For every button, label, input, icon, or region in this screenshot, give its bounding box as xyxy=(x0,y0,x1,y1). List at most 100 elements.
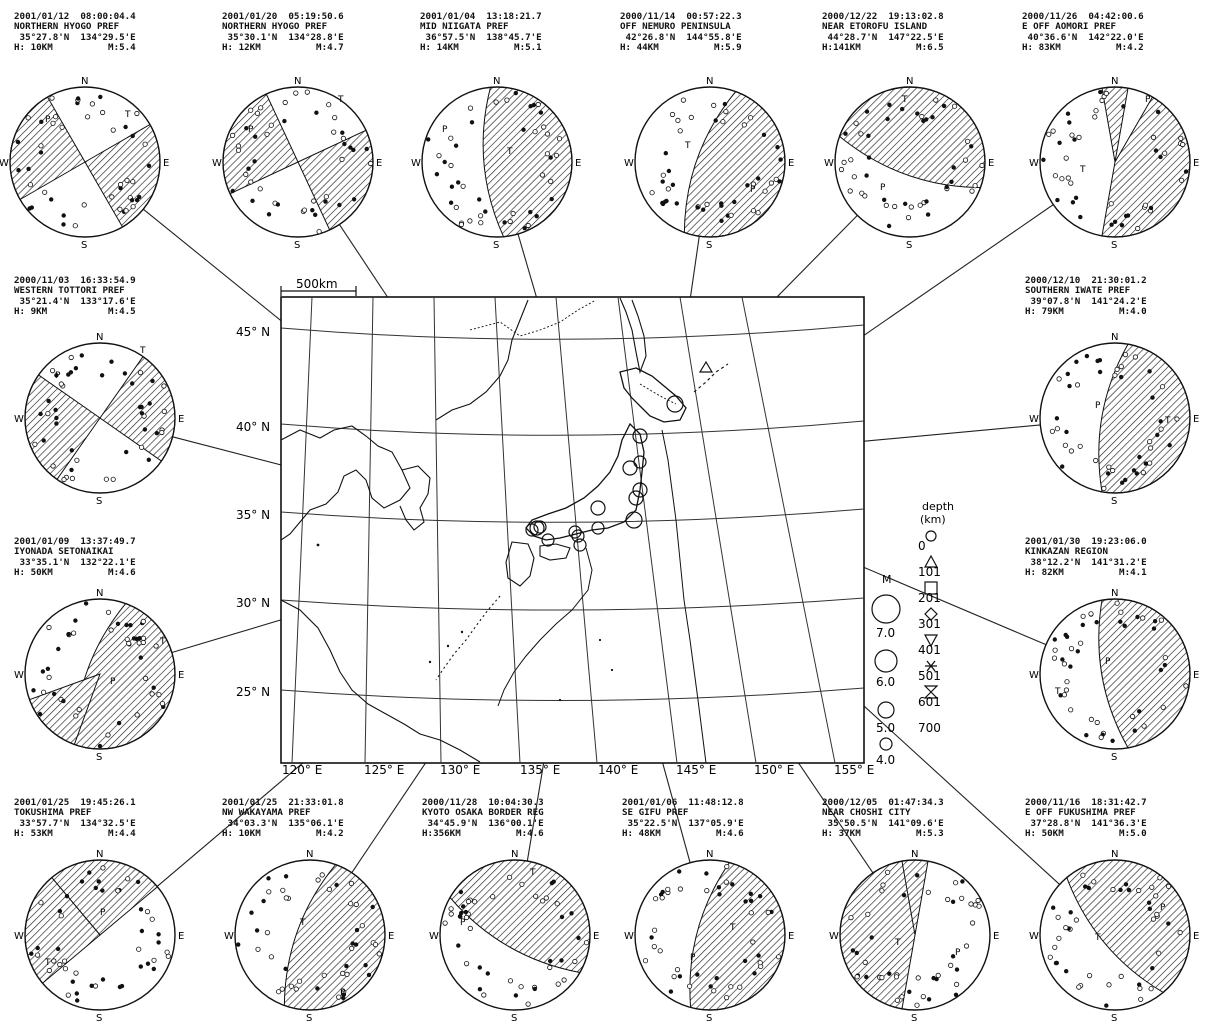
polarity-point xyxy=(53,407,58,413)
polarity-point xyxy=(775,954,782,960)
legend-depth-unit: (km) xyxy=(920,513,946,526)
north-label: N xyxy=(1111,332,1118,343)
event-coordinates: 35°27.8'N 134°29.5'E xyxy=(14,31,136,43)
west-label: W xyxy=(1029,931,1039,942)
polarity-point xyxy=(569,911,574,916)
event-time: 21:33:01.8 xyxy=(277,797,344,808)
epicenter-circle xyxy=(525,523,539,537)
event-time: 16:33:54.9 xyxy=(69,275,136,286)
polarity-point xyxy=(1052,637,1057,642)
polarity-point xyxy=(1136,887,1142,894)
polarity-point xyxy=(561,977,567,983)
polarity-point xyxy=(1052,944,1058,950)
polarity-point xyxy=(458,914,463,919)
polarity-point xyxy=(16,167,21,173)
east-label: E xyxy=(388,931,394,942)
legend-magnitude-label: 5.0 xyxy=(876,721,895,735)
south-label: S xyxy=(706,240,712,251)
polarity-point xyxy=(1110,738,1115,743)
polarity-point xyxy=(521,127,526,132)
polarity-point xyxy=(50,120,56,126)
polarity-point xyxy=(342,141,347,147)
east-label: E xyxy=(575,158,581,169)
compressional-quadrant xyxy=(449,859,591,974)
polarity-point xyxy=(551,879,556,884)
polarity-point xyxy=(15,139,21,145)
t-axis-label: T xyxy=(506,147,513,157)
polarity-point xyxy=(1055,914,1061,920)
epicenter-circle xyxy=(533,520,547,534)
polarity-point xyxy=(448,200,454,205)
polarity-point xyxy=(40,689,47,695)
event-depth-magnitude: H: 12KM M:4.7 xyxy=(222,42,344,54)
polarity-point xyxy=(968,901,974,907)
polarity-point xyxy=(465,898,472,905)
polarity-point xyxy=(448,135,454,141)
event-depth-magnitude: H: 9KM M:4.5 xyxy=(14,306,136,318)
polarity-point xyxy=(556,136,563,142)
polarity-point xyxy=(695,972,700,977)
polarity-point xyxy=(778,157,783,162)
west-label: W xyxy=(14,931,24,942)
polarity-point xyxy=(153,643,159,649)
polarity-point xyxy=(436,153,442,159)
latitude-label: 40° N xyxy=(236,420,270,434)
t-axis-label: T xyxy=(139,346,146,356)
south-label: S xyxy=(81,240,87,251)
polarity-point xyxy=(61,958,68,964)
polarity-point xyxy=(925,889,931,895)
polarity-point xyxy=(660,172,666,178)
polarity-point xyxy=(485,971,490,976)
polarity-point xyxy=(1118,374,1124,380)
polarity-point xyxy=(1159,384,1166,390)
polarity-point xyxy=(1149,884,1155,890)
event-time: 19:45:26.1 xyxy=(69,797,136,808)
polarity-point xyxy=(1064,679,1070,685)
polarity-point xyxy=(51,958,57,964)
polarity-point xyxy=(903,201,908,206)
event-datetime: 2000/11/28 10:04:30.3 xyxy=(422,797,544,808)
polarity-point xyxy=(528,209,533,215)
polarity-point xyxy=(1136,709,1142,714)
polarity-point xyxy=(73,970,79,976)
polarity-point xyxy=(293,986,299,992)
north-label: N xyxy=(81,76,88,87)
event-time: 04:42:00.6 xyxy=(1077,11,1144,22)
polarity-point xyxy=(1123,882,1129,887)
event-region: SOUTHERN IWATE PREF xyxy=(1025,285,1131,297)
polarity-point xyxy=(1074,359,1079,364)
compressional-quadrant xyxy=(839,860,916,1010)
polarity-point xyxy=(865,911,871,917)
longitude-label: 145° E xyxy=(676,763,716,777)
north-label: N xyxy=(96,332,103,343)
polarity-point xyxy=(46,398,51,404)
polarity-point xyxy=(1151,626,1157,631)
polarity-point xyxy=(701,207,706,212)
polarity-point xyxy=(576,935,581,941)
polarity-point xyxy=(743,899,748,904)
polarity-point xyxy=(68,370,74,375)
polarity-point xyxy=(572,958,578,965)
polarity-point xyxy=(945,896,951,903)
polarity-point xyxy=(1065,371,1070,377)
polarity-point xyxy=(1138,996,1144,1002)
polarity-point xyxy=(467,105,474,111)
polarity-point xyxy=(283,874,289,879)
polarity-point xyxy=(724,863,730,870)
latitude-label: 30° N xyxy=(236,596,270,610)
polarity-point xyxy=(275,202,281,207)
polarity-point xyxy=(742,958,748,964)
polarity-point xyxy=(1087,972,1093,979)
longitude-labels: 120° E 125° E 130° E 135° E 140° E 145° E 150°… xyxy=(282,763,874,777)
polarity-point xyxy=(96,879,101,884)
epicenter-circle xyxy=(590,500,606,516)
polarity-point xyxy=(353,942,359,947)
polarity-point xyxy=(283,895,289,901)
polarity-point xyxy=(723,879,729,885)
polarity-point xyxy=(92,983,99,989)
scale-bar-label: 500km xyxy=(296,277,338,291)
polarity-point xyxy=(732,199,737,205)
polarity-point xyxy=(750,181,757,187)
polarity-point xyxy=(1069,132,1075,138)
epicenter-circle xyxy=(571,529,585,543)
